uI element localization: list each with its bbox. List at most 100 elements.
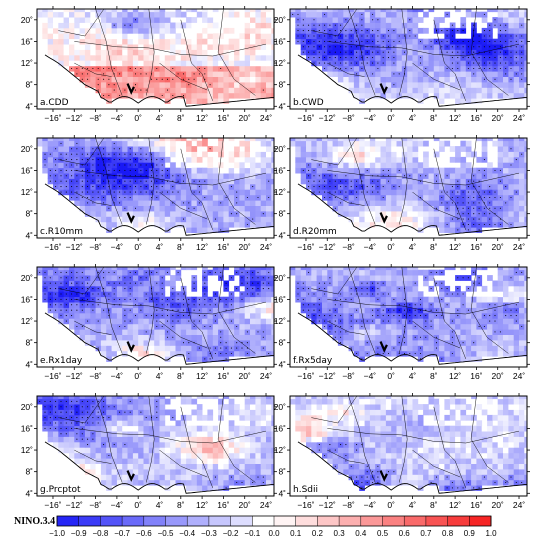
country-border (74, 428, 267, 444)
y-tick-label: 16˚ (21, 294, 33, 304)
y-tick-label: 12˚ (21, 187, 33, 197)
x-tick-label: −8˚ (342, 113, 355, 123)
colorbar-swatch (360, 516, 383, 526)
coastline (44, 183, 274, 236)
country-border (95, 138, 123, 225)
x-tick-label: 0˚ (134, 371, 142, 381)
y-tick-label: 20˚ (274, 15, 286, 25)
colorbar-swatch (100, 516, 123, 526)
x-tick-label: −12˚ (66, 371, 83, 381)
country-border (145, 138, 155, 225)
x-tick-label: −4˚ (364, 113, 377, 123)
y-tick-label: 8˚ (25, 467, 33, 477)
correlation-field (37, 396, 274, 496)
panel-label: c.R10mm (40, 227, 83, 237)
colorbar-swatch (469, 516, 492, 526)
x-tick-label: −12˚ (319, 500, 336, 510)
colorbar-tick-label: −1.0 (49, 529, 65, 538)
x-tick-label: 8˚ (177, 113, 185, 123)
country-border (180, 406, 214, 488)
x-tick-label: 4˚ (156, 371, 164, 381)
y-tick-label: 20˚ (21, 402, 33, 412)
country-border (217, 396, 256, 483)
x-tick-label: 16˚ (470, 371, 482, 381)
colorbar-tick-label: −0.9 (71, 529, 87, 538)
y-tick-label: 8˚ (278, 467, 286, 477)
colorbar-tick-label: 0.3 (334, 529, 346, 538)
y-tick-label: 12˚ (21, 445, 33, 455)
y-tick-label: 8˚ (278, 209, 286, 219)
y-tick-label: 16˚ (21, 423, 33, 433)
country-border (398, 396, 408, 483)
x-tick-label: 0˚ (134, 113, 142, 123)
y-tick-label: 4˚ (278, 230, 286, 240)
x-tick-label: 0˚ (134, 242, 142, 252)
country-border (180, 277, 214, 359)
country-border (95, 9, 123, 96)
y-tick-label: 4˚ (278, 101, 286, 111)
colorbar-tick-label: 0.2 (312, 529, 324, 538)
x-tick-label: 16˚ (470, 242, 482, 252)
y-tick-label: 4˚ (278, 359, 286, 369)
x-tick-label: 8˚ (430, 371, 438, 381)
y-tick-label: 4˚ (25, 359, 33, 369)
x-tick-label: 16˚ (217, 371, 229, 381)
x-tick-label: 20˚ (239, 500, 251, 510)
colorbar-swatch (317, 516, 340, 526)
x-tick-label: −12˚ (66, 242, 83, 252)
x-tick-label: 8˚ (177, 500, 185, 510)
y-tick-label: 20˚ (21, 15, 33, 25)
colorbar: NINO.3.4 −1.0 −0.9 −0.8 −0.7 −0.6 −0.5 −0.4 −0.… (14, 515, 497, 538)
x-tick-label: 4˚ (156, 113, 164, 123)
colorbar-swatch (208, 516, 231, 526)
country-border (412, 62, 461, 91)
x-tick-label: −16˚ (297, 500, 314, 510)
country-border (74, 62, 112, 77)
x-tick-label: −12˚ (66, 113, 83, 123)
country-border (327, 299, 520, 315)
x-tick-label: −8˚ (89, 113, 102, 123)
colorbar-tick-label: −0.2 (223, 529, 239, 538)
y-tick-label: 12˚ (274, 316, 286, 326)
x-tick-label: 8˚ (430, 113, 438, 123)
country-border (348, 396, 376, 483)
country-border (327, 170, 520, 186)
panel-frame (289, 137, 528, 239)
x-tick-label: −4˚ (111, 113, 124, 123)
correlation-field (37, 9, 274, 109)
country-border (470, 138, 509, 225)
x-tick-label: 8˚ (177, 371, 185, 381)
y-tick-label: 16˚ (274, 36, 286, 46)
x-tick-label: −16˚ (297, 113, 314, 123)
y-tick-label: 4˚ (25, 230, 33, 240)
country-border (74, 449, 112, 464)
country-border (348, 138, 376, 225)
panel-label: g.Prcptot (40, 485, 81, 495)
colorbar-tick-label: −0.7 (114, 529, 130, 538)
colorbar-swatch (295, 516, 318, 526)
country-border (412, 449, 461, 478)
country-border (74, 41, 267, 57)
y-tick-label: 16˚ (21, 36, 33, 46)
coastline (44, 54, 274, 107)
x-tick-label: 20˚ (239, 113, 251, 123)
x-tick-label: 24˚ (513, 500, 525, 510)
y-tick-label: 20˚ (274, 144, 286, 154)
correlation-field (290, 9, 527, 109)
colorbar-swatch (187, 516, 210, 526)
x-tick-label: −16˚ (44, 371, 61, 381)
country-border (327, 62, 365, 77)
country-border (412, 191, 461, 220)
x-tick-label: 12˚ (449, 113, 461, 123)
x-tick-label: −12˚ (319, 242, 336, 252)
country-border (159, 62, 208, 91)
x-tick-label: 0˚ (387, 371, 395, 381)
x-tick-label: −12˚ (319, 113, 336, 123)
country-border (327, 449, 365, 464)
x-tick-label: 4˚ (409, 371, 417, 381)
x-tick-label: 4˚ (156, 500, 164, 510)
country-border (327, 191, 365, 206)
country-border (145, 396, 155, 483)
x-tick-label: 8˚ (177, 242, 185, 252)
panel-label: e.Rx1day (40, 356, 83, 366)
